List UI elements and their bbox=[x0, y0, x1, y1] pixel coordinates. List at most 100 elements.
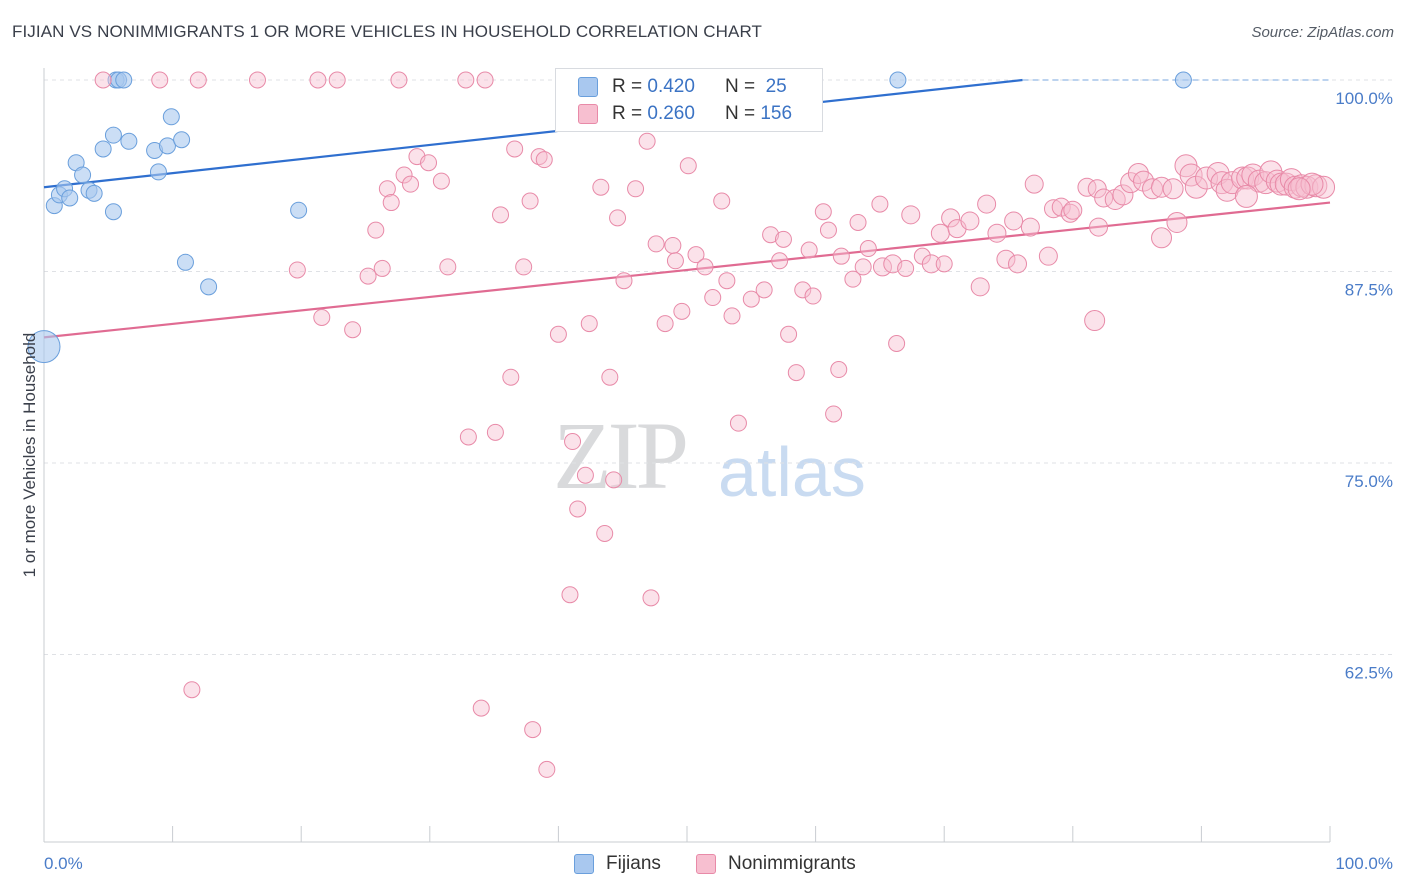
nonimmigrants-point bbox=[601, 368, 619, 386]
nonimmigrants-point bbox=[524, 721, 542, 739]
nonimmigrants-point bbox=[538, 760, 556, 778]
nonimmigrants-point bbox=[506, 140, 524, 158]
nonimmigrants-point bbox=[673, 302, 691, 320]
fijians-point bbox=[889, 71, 907, 89]
nonimmigrants-point bbox=[1312, 175, 1336, 199]
fijians-trend-line bbox=[43, 78, 1023, 189]
r-label: R = bbox=[612, 76, 643, 97]
nonimmigrants-point bbox=[960, 211, 980, 231]
nonimmigrants-legend-label: Nonimmigrants bbox=[728, 853, 856, 874]
axis-labels: 100.0% 87.5% 75.0% 62.5% 0.0% 100.0% 1 or more… bbox=[20, 89, 1393, 873]
nonimmigrants-point bbox=[704, 289, 722, 307]
nonimmigrants-point bbox=[830, 361, 848, 379]
nonimmigrants-point bbox=[367, 221, 385, 239]
nonimmigrants-point bbox=[718, 272, 736, 290]
nonimmigrants-point bbox=[535, 151, 553, 169]
fijians-legend-label: Fijians bbox=[606, 853, 661, 874]
nonimmigrants-point bbox=[1112, 184, 1134, 206]
watermark-zip: ZIP bbox=[553, 402, 689, 509]
nonimmigrants-point bbox=[576, 466, 594, 484]
nonimmigrants-point bbox=[605, 471, 623, 489]
n-label: N = bbox=[724, 103, 756, 124]
nonimmigrants-point bbox=[183, 681, 201, 699]
nonimmigrants-point bbox=[378, 180, 396, 198]
nonimmigrants-point bbox=[825, 405, 843, 423]
fijians-point bbox=[162, 108, 180, 126]
nonimmigrants-point bbox=[800, 241, 818, 259]
nonimmigrants-point bbox=[970, 277, 990, 297]
nonimmigrants-point bbox=[373, 259, 391, 277]
fijians-point bbox=[120, 132, 138, 150]
nonimmigrants-point bbox=[859, 240, 877, 258]
nonimmigrants-point bbox=[439, 258, 457, 276]
nonimmigrants-point bbox=[1024, 174, 1044, 194]
nonimmigrants-point bbox=[638, 132, 656, 150]
nonimmigrants-point bbox=[1077, 177, 1097, 197]
fijians-point bbox=[104, 203, 122, 221]
nonimmigrants-point bbox=[1300, 172, 1324, 196]
y-tick-label: 62.5% bbox=[1345, 664, 1393, 683]
nonimmigrants-point bbox=[328, 71, 346, 89]
nonimmigrants-point bbox=[930, 223, 950, 243]
nonimmigrants-point bbox=[402, 175, 420, 193]
nonimmigrants-point bbox=[1142, 178, 1164, 200]
series-legend: Fijians Nonimmigrants bbox=[0, 851, 1406, 877]
fijians-point bbox=[94, 140, 112, 158]
nonimmigrants-point bbox=[713, 192, 731, 210]
fijians-point bbox=[61, 189, 79, 207]
nonimmigrants-point bbox=[1038, 246, 1058, 266]
nonimmigrants-point bbox=[787, 364, 805, 382]
nonimmigrants-trend-line bbox=[43, 201, 1331, 339]
nonimmigrants-point bbox=[248, 71, 266, 89]
nonimmigrants-point bbox=[794, 281, 812, 299]
nonimmigrants-swatch bbox=[578, 104, 598, 124]
n-value: 156 bbox=[760, 103, 793, 124]
nonimmigrants-point bbox=[457, 71, 475, 89]
nonimmigrants-point bbox=[780, 325, 798, 343]
fijians-point bbox=[290, 201, 308, 219]
y-tick-label: 100.0% bbox=[1335, 89, 1393, 108]
legend-row-nonimmigrants: R = 0.260 N = 156 bbox=[578, 102, 792, 126]
fijians-point bbox=[104, 126, 122, 144]
nonimmigrants-point bbox=[344, 321, 362, 339]
nonimmigrants-point bbox=[935, 255, 953, 273]
nonimmigrants-point bbox=[774, 230, 792, 248]
nonimmigrants-point bbox=[521, 192, 539, 210]
x-tick-label: 100.0% bbox=[1335, 854, 1393, 873]
chart-title: FIJIAN VS NONIMMIGRANTS 1 OR MORE VEHICL… bbox=[12, 22, 763, 41]
nonimmigrants-point bbox=[596, 524, 614, 542]
nonimmigrants-point bbox=[502, 368, 520, 386]
nonimmigrants-point bbox=[1179, 163, 1203, 187]
nonimmigrants-point bbox=[189, 71, 207, 89]
nonimmigrants-point bbox=[395, 166, 413, 184]
fijians-point bbox=[149, 163, 167, 181]
nonimmigrants-point bbox=[1184, 175, 1208, 199]
legend-item-fijians[interactable]: Fijians bbox=[574, 853, 661, 875]
nonimmigrants-point bbox=[696, 258, 714, 276]
nonimmigrants-point bbox=[1151, 227, 1173, 249]
nonimmigrants-point bbox=[549, 325, 567, 343]
nonimmigrants-point bbox=[897, 259, 915, 277]
n-value: 25 bbox=[765, 76, 787, 97]
r-value: 0.260 bbox=[647, 103, 695, 124]
nonimmigrants-point bbox=[642, 589, 660, 607]
fijians-point bbox=[200, 278, 218, 296]
nonimmigrants-point bbox=[656, 315, 674, 333]
nonimmigrants-point bbox=[771, 252, 789, 270]
r-label: R = bbox=[612, 103, 643, 124]
nonimmigrants-point bbox=[561, 586, 579, 604]
nonimmigrants-point bbox=[901, 205, 921, 225]
legend-item-nonimmigrants[interactable]: Nonimmigrants bbox=[696, 853, 856, 875]
nonimmigrants-point bbox=[94, 71, 112, 89]
nonimmigrants-point bbox=[844, 270, 862, 288]
nonimmigrants-point bbox=[609, 209, 627, 227]
nonimmigrants-point bbox=[687, 246, 705, 264]
nonimmigrants-point bbox=[849, 213, 867, 231]
nonimmigrants-point bbox=[854, 258, 872, 276]
nonimmigrants-point bbox=[755, 281, 773, 299]
nonimmigrants-point bbox=[627, 180, 645, 198]
fijians-point bbox=[176, 253, 194, 271]
nonimmigrants-point bbox=[1094, 188, 1114, 208]
nonimmigrants-point bbox=[359, 267, 377, 285]
